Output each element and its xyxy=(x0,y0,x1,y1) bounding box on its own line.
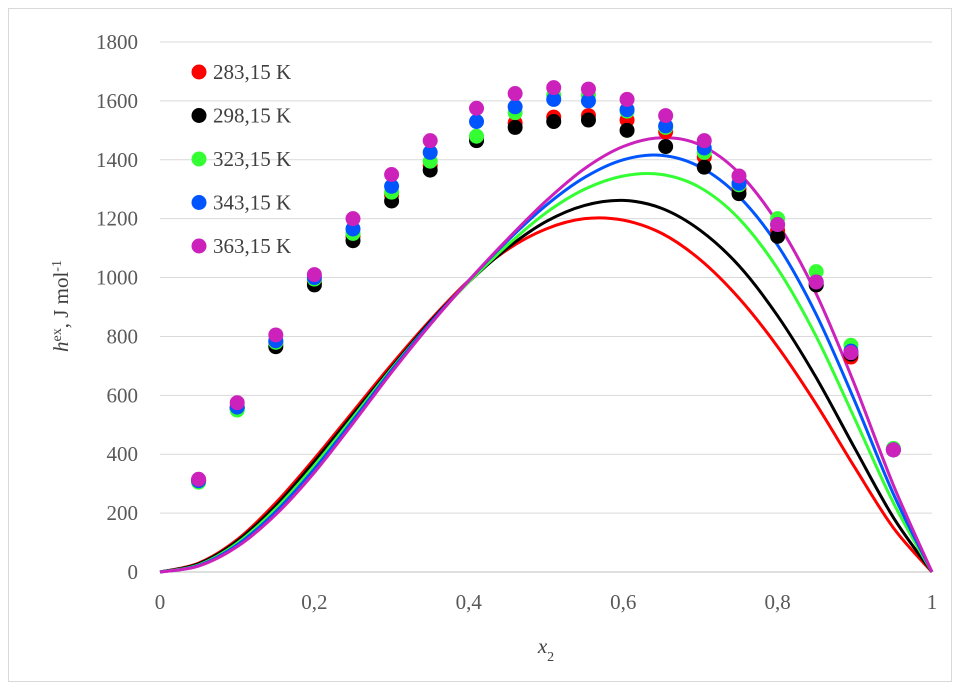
data-point xyxy=(469,128,485,144)
data-point xyxy=(191,471,207,487)
data-point xyxy=(770,217,786,233)
y-tick-label: 800 xyxy=(107,324,139,348)
data-point xyxy=(885,442,901,458)
data-point xyxy=(384,167,400,182)
y-axis-symbol: h xyxy=(49,341,73,352)
data-point xyxy=(619,122,635,138)
x-tick-label: 0,2 xyxy=(301,590,327,614)
data-point xyxy=(469,114,485,129)
data-point xyxy=(546,80,562,96)
legend-marker xyxy=(191,64,207,80)
data-point xyxy=(345,221,361,237)
legend-marker xyxy=(191,151,207,167)
x-tick-label: 0 xyxy=(155,590,166,614)
y-axis-title: hex, J mol-1 xyxy=(49,260,73,352)
y-axis-symbol-sup: ex xyxy=(50,328,65,341)
y-tick-labels: 0 200 400 600 800 1000 1200 1400 1600 1800 xyxy=(96,30,138,584)
y-tick-label: 200 xyxy=(107,501,139,525)
data-point xyxy=(229,395,245,411)
legend-label: 323,15 K xyxy=(213,147,291,171)
y-axis-unit-sup: -1 xyxy=(50,260,65,272)
y-axis-unit: , J mol xyxy=(49,272,73,329)
y-tick-label: 0 xyxy=(128,560,139,584)
data-point xyxy=(808,264,824,280)
y-tick-label: 1000 xyxy=(96,266,138,290)
legend-label: 283,15 K xyxy=(213,60,291,84)
x-tick-label: 1 xyxy=(927,590,938,614)
y-tick-label: 600 xyxy=(107,383,139,407)
data-point xyxy=(422,144,438,160)
y-tick-label: 1600 xyxy=(96,89,138,113)
y-tick-label: 400 xyxy=(107,442,139,466)
model-curve xyxy=(159,198,934,574)
x-tick-label: 0,4 xyxy=(456,590,483,614)
data-point xyxy=(731,168,747,184)
data-point xyxy=(384,178,400,194)
legend-marker xyxy=(191,195,207,210)
model-curve xyxy=(159,136,934,574)
data-point xyxy=(619,102,635,118)
data-point xyxy=(469,100,485,116)
data-points xyxy=(191,80,901,490)
data-point xyxy=(546,91,562,107)
model-curve xyxy=(159,153,934,574)
data-point xyxy=(843,345,859,361)
data-point xyxy=(507,86,523,102)
data-point xyxy=(507,99,523,115)
legend-label: 343,15 K xyxy=(213,191,291,215)
data-point xyxy=(696,133,712,149)
model-curves xyxy=(159,136,934,574)
x-axis-symbol-sub: 2 xyxy=(547,650,554,665)
model-curve xyxy=(159,171,934,574)
legend-label: 298,15 K xyxy=(213,104,291,128)
y-tick-label: 1200 xyxy=(96,207,138,231)
legend: 283,15 K 298,15 K 323,15 K 343,15 K 363,15 K xyxy=(191,60,291,258)
x-axis-title: x2 xyxy=(537,634,554,665)
data-point xyxy=(658,108,674,124)
x-tick-labels: 0 0,2 0,4 0,6 0,8 1 xyxy=(155,590,938,614)
data-point xyxy=(345,211,361,227)
data-point xyxy=(808,274,824,290)
data-point xyxy=(580,81,596,97)
data-point xyxy=(422,133,438,149)
data-point xyxy=(619,91,635,107)
y-tick-label: 1400 xyxy=(96,148,138,172)
y-tick-label: 1800 xyxy=(96,30,138,54)
data-point xyxy=(580,112,596,128)
data-point xyxy=(696,159,712,175)
x-tick-label: 0,8 xyxy=(764,590,790,614)
model-curve xyxy=(159,216,934,574)
data-point xyxy=(268,327,284,343)
data-point xyxy=(580,93,596,109)
x-tick-label: 0,6 xyxy=(610,590,636,614)
legend-label: 363,15 K xyxy=(213,234,291,258)
legend-marker xyxy=(191,108,207,123)
data-point xyxy=(658,139,674,155)
legend-marker xyxy=(191,238,207,254)
gridlines xyxy=(160,41,932,514)
data-point xyxy=(306,267,322,283)
data-point xyxy=(507,119,523,135)
data-point xyxy=(546,114,562,129)
x-axis-symbol: x xyxy=(537,634,548,658)
data-point xyxy=(658,118,674,134)
data-point xyxy=(770,228,786,244)
